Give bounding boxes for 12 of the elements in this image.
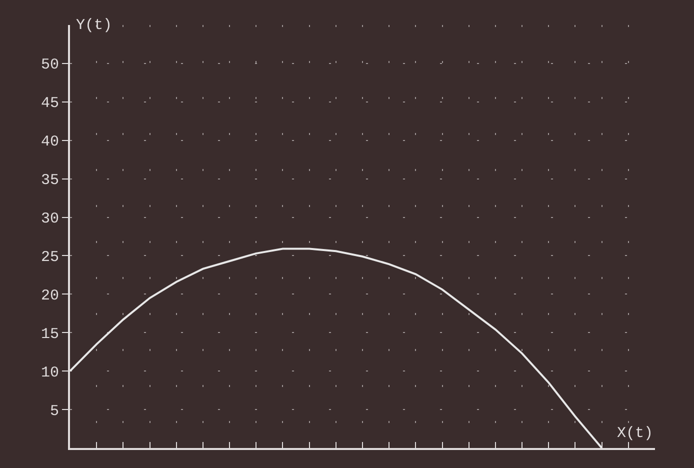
y-axis-title: Y(t) bbox=[76, 17, 112, 34]
y-tick-label: 45 bbox=[40, 95, 59, 112]
y-tick-label: 30 bbox=[40, 210, 59, 228]
y-tick-label: 20 bbox=[40, 287, 59, 304]
y-tick-label: 25 bbox=[40, 248, 59, 266]
x-axis-title: X(t) bbox=[617, 425, 654, 442]
y-tick-label: 5 bbox=[50, 402, 59, 420]
y-tick-label: 40 bbox=[40, 134, 59, 151]
y-tick-label: 35 bbox=[40, 172, 59, 190]
y-tick-label: 15 bbox=[40, 326, 59, 343]
y-tick-label: 50 bbox=[40, 56, 59, 74]
y-tick-label: 10 bbox=[40, 364, 59, 382]
